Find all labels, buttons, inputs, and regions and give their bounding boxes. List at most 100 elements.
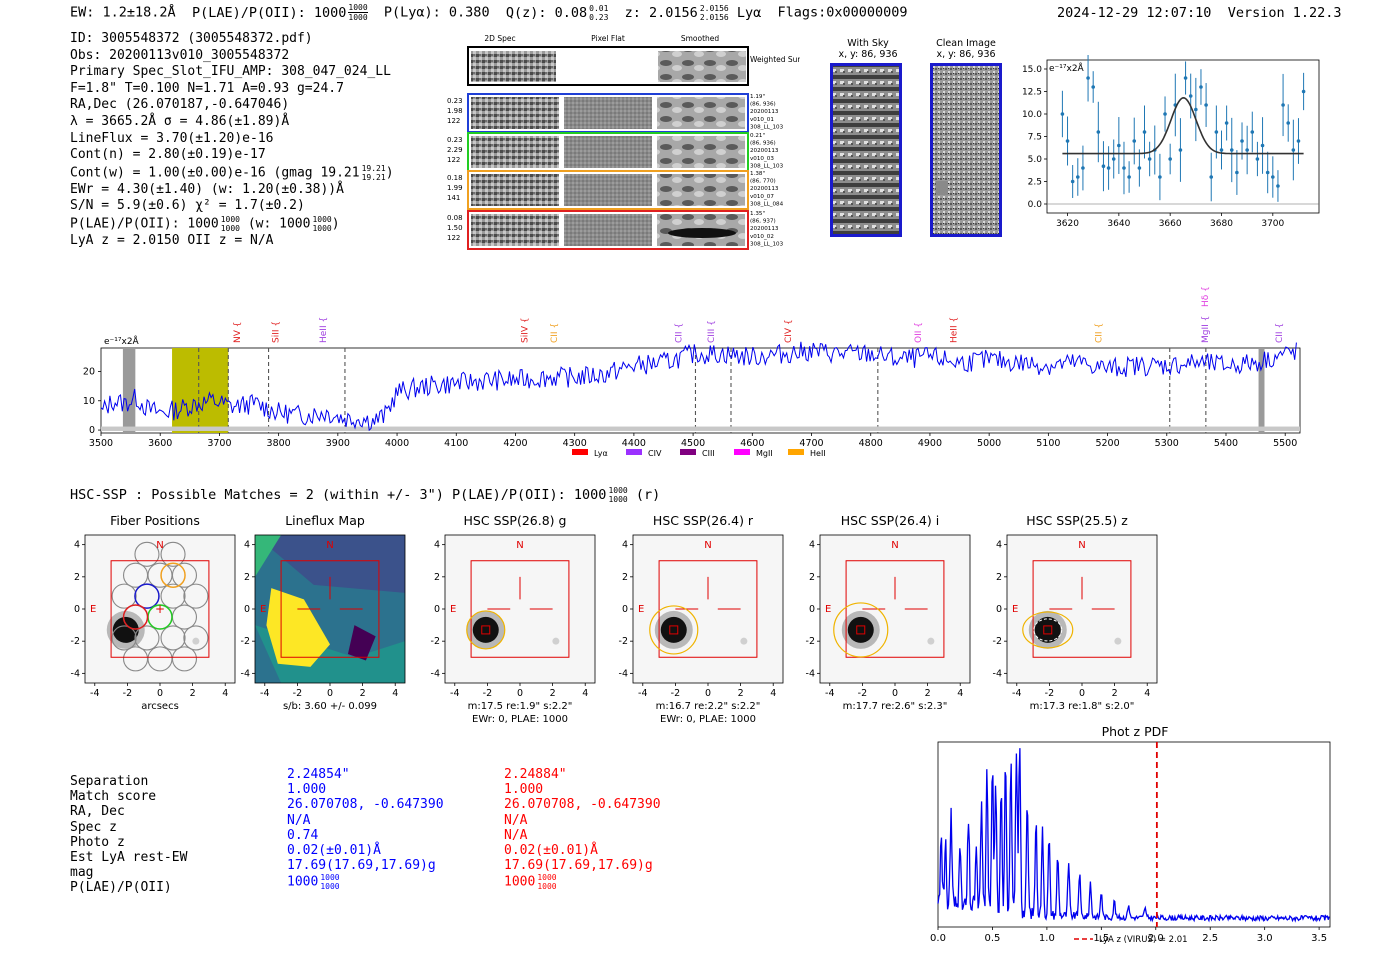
zoom-point [1178,148,1183,152]
zoom-point [1245,148,1249,152]
emission-line-label: MgII { [1201,316,1211,343]
fiber-circle [160,625,186,651]
qz-value: Q(z): 0.08 0.01 0.23 [505,3,609,22]
aperture-ellipse [833,602,889,658]
emission-line-label: CII { [1095,323,1105,343]
panel-xtick-label: -2 [483,688,492,699]
full-xtick-label: 4000 [385,438,409,449]
fiber-circle [160,541,186,567]
blue-ew: 0.02(±0.01)Å [287,843,381,859]
fiber-circle [134,541,160,567]
legend-swatch [734,449,750,455]
full-xtick-label: 4100 [444,438,468,449]
photz-xtick-label: 1.0 [1039,933,1055,944]
panel-caption: arcsecs [141,701,179,712]
spec2d-row-flat [564,214,652,246]
panel-caption: s/b: 3.60 +/- 0.099 [283,701,377,712]
emission-line-label: Hδ { [1201,286,1211,307]
panel-xtick-label: 2 [190,688,196,699]
match-label-score: Match score [70,789,157,805]
zoom-point [1260,143,1265,148]
zoom-ytick-label: 12.5 [1022,88,1042,98]
zoom-point [1199,85,1203,89]
source-box [481,625,491,635]
spec2d-row-meta: (86, 770) [750,179,776,185]
north-label: N [326,540,333,551]
blue-photoz: 0.74 [287,827,319,843]
full-xtick-label: 3800 [267,438,291,449]
info-block: ID: 3005548372 (3005548372.pdf) Obs: 202… [70,31,394,250]
image-bg [1007,535,1157,683]
faint-source [740,637,748,645]
full-xtick-label: 3900 [326,438,350,449]
spec2d-row-flat [564,174,652,206]
full-xtick-label: 4600 [740,438,764,449]
match-label-ew: Est LyA rest-EW [70,850,188,866]
photz-title: Phot z PDF [1102,724,1169,739]
panel-xtick-label: 4 [392,688,398,699]
match-label-separation: Separation [70,774,149,789]
panel-ytick-label: -2 [619,636,628,647]
north-label: N [704,540,711,551]
zoom-point [1147,157,1152,161]
aperture-box [280,560,380,658]
panel-title: HSC SSP(25.5) z [1026,513,1128,528]
photz-xtick-label: 3.0 [1257,933,1273,944]
spec2d-row-stat: 122 [447,156,460,164]
red-score: 1.000 [504,782,544,798]
zoom-point [1158,175,1162,179]
zoom-xtick-label: 3680 [1210,219,1233,229]
version: Version 1.22.3 [1227,5,1342,21]
zoom-point [1281,103,1285,107]
masked-band [1258,348,1265,433]
info-line-sn: S/N = 5.9(±0.6) χ² = 1.7(±0.2) [70,198,305,214]
legend-label: CIV [648,449,662,458]
zoom-line-chart: e⁻¹⁷x2Å 3620 3640 3660 3680 3700 0.0 2.5 5.0 7.5… [1022,55,1320,229]
aperture-box [110,560,210,658]
panel-xtick-label: 0 [157,688,163,699]
photz-legend-label: LyA z (VIRUS) = 2.01 [1099,935,1188,945]
with-sky-title: With Sky x, y: 86, 936 [838,38,898,60]
north-label: N [891,540,898,551]
spec2d-row-stat: 1.99 [447,184,463,192]
spec2d-row-frame [467,170,749,210]
spec2d-col-flat: Pixel Flat [591,34,625,43]
panel-ytick-label: 4 [622,540,628,551]
photz-xtick-label: 2.0 [1148,933,1164,944]
photz-xtick-label: 2.5 [1202,933,1218,944]
panel-xtick-label: -2 [858,688,867,699]
legend-swatch [626,449,642,455]
panel-ytick-label: 4 [244,540,250,551]
zoom-point [1188,94,1193,98]
panel-xtick-label: -4 [825,688,834,699]
spec2d-row-smooth [657,97,745,129]
hsc-panel-1: N E -4 -4 -2 -2 0 0 2 2 4 4 s/b: 3.60 +/- 0.099 [241,534,406,712]
east-label: E [450,604,456,615]
datetime-version: 2024-12-29 12:07:10 Version 1.22.3 [1057,5,1342,21]
photz-chart: Phot z PDF 0.0 0.5 1.0 1.5 2.0 2.5 3.0 3.5 LyA … [930,724,1331,945]
north-label: N [1078,540,1085,551]
emission-line-label: CIII { [707,320,717,343]
full-xtick-label: 5200 [1095,438,1119,449]
blue-score: 1.000 [287,782,327,798]
spec2d-row-emission [668,228,736,238]
panel-ytick-label: 4 [74,540,80,551]
info-line-flux: LineFlux = 3.70(±1.20)e-16 [70,130,274,146]
zoom-point [1106,166,1111,170]
panel-xtick-label: 2 [738,688,744,699]
faint-source [192,637,200,645]
aperture-ellipse [466,610,506,650]
match-labels: Separation Match score RA, Dec Spec z Ph… [70,774,187,896]
east-label: E [825,604,831,615]
spec2d-row-meta: 308_LL_103 [750,124,784,130]
panel-xtick-label: -4 [638,688,647,699]
info-line-obs: Obs: 20200113v010_3005548372 [70,47,290,63]
panel-ytick-label: -2 [431,636,440,647]
panel-xtick-label: 0 [327,688,333,699]
full-xtick-label: 4800 [859,438,883,449]
spec2d-row-meta: 20200113 [750,186,779,192]
zoom-point [1117,143,1121,148]
full-xtick-label: 4200 [503,438,527,449]
spec2d-row-meta: 20200113 [750,226,779,232]
hsc-panel-5: N E -4 -4 -2 -2 0 0 2 2 4 4 m:17.3 re:1.8" s:2.0" [993,534,1158,712]
